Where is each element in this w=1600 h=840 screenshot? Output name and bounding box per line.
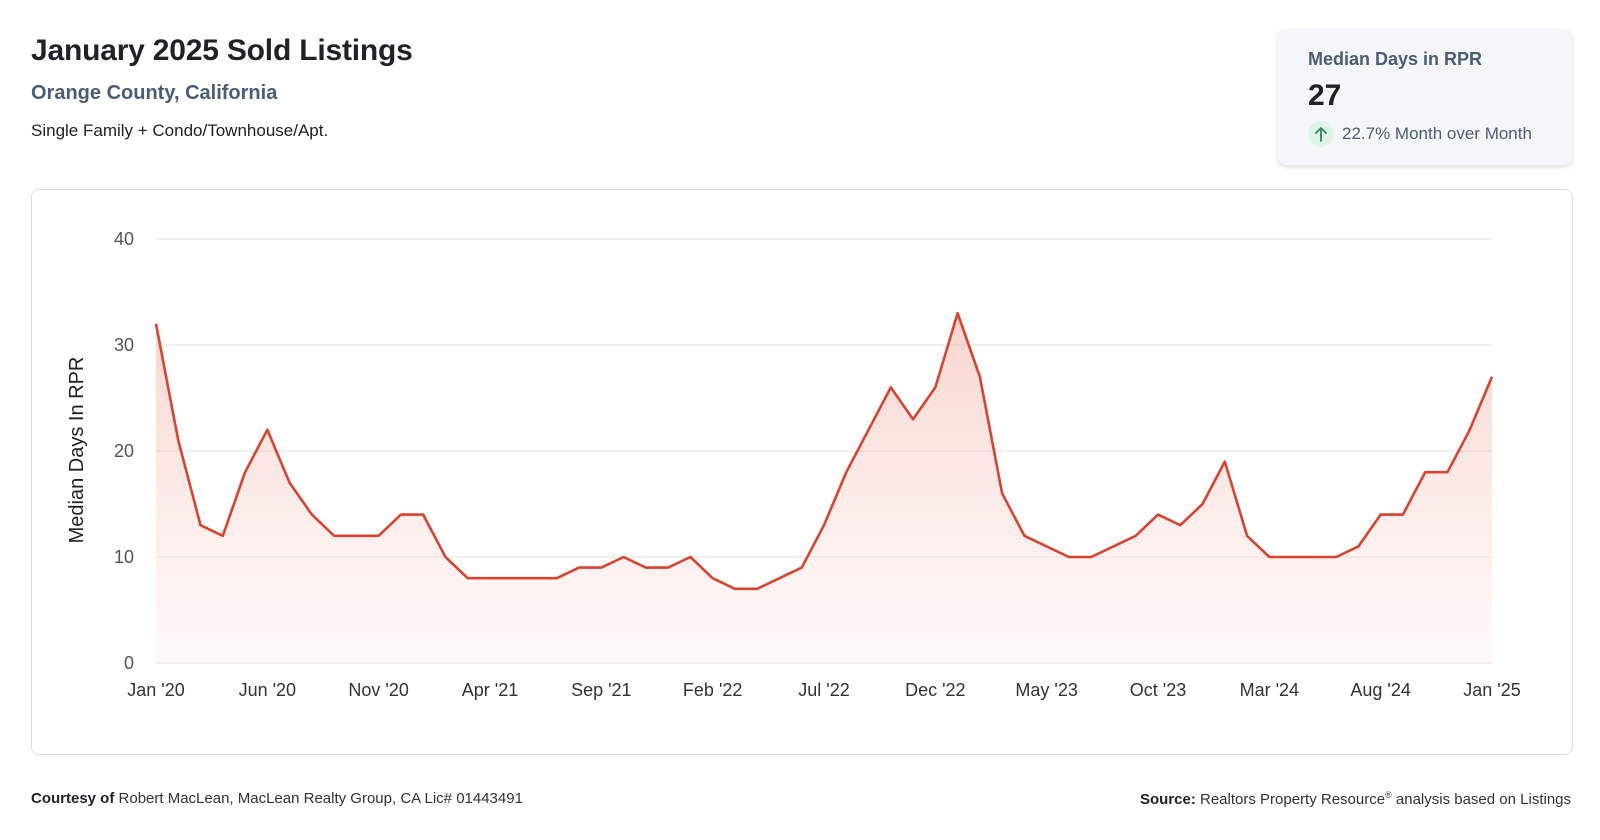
property-types-label: Single Family + Condo/Townhouse/Apt. [31, 121, 329, 140]
x-tick-label: Jan '20 [127, 680, 184, 700]
arrow-up-icon [1308, 121, 1334, 147]
x-tick-label: Dec '22 [905, 680, 965, 700]
x-tick-label: Mar '24 [1240, 680, 1299, 700]
x-tick-label: Oct '23 [1130, 680, 1186, 700]
location-subtitle: Orange County, California [31, 82, 278, 104]
chart-panel: 0 10 20 30 40 Jan '20 Jun '20 Nov '20 Apr '21 Se… [31, 189, 1573, 755]
metric-value: 27 [1308, 79, 1342, 112]
metric-change: 22.7% Month over Month [1308, 121, 1532, 147]
x-tick-label: Nov '20 [348, 680, 408, 700]
courtesy-label: Courtesy of [31, 790, 115, 807]
series-area-fill [156, 313, 1492, 663]
source-text: Realtors Property Resource [1200, 791, 1386, 808]
x-tick-label: Jun '20 [239, 680, 296, 700]
y-tick-label: 10 [114, 547, 134, 567]
y-axis-label: Median Days In RPR [66, 357, 88, 544]
y-tick-label: 40 [114, 229, 134, 249]
x-tick-label: Feb '22 [683, 680, 742, 700]
y-tick-label: 20 [114, 441, 134, 461]
x-tick-label: Aug '24 [1350, 680, 1411, 700]
source-suffix: analysis based on Listings [1395, 791, 1571, 808]
x-tick-label: May '23 [1015, 680, 1077, 700]
y-tick-label: 30 [114, 335, 134, 355]
page-title: January 2025 Sold Listings [31, 34, 413, 67]
series-line [154, 311, 1494, 591]
metric-label: Median Days in RPR [1308, 49, 1483, 69]
x-tick-label: Jul '22 [798, 680, 849, 700]
x-tick-label: Jan '25 [1463, 680, 1520, 700]
courtesy-text: Robert MacLean, MacLean Realty Group, CA… [118, 790, 523, 807]
x-tick-label: Apr '21 [462, 680, 518, 700]
y-tick-label: 0 [124, 653, 134, 673]
courtesy-footer: Courtesy of Robert MacLean, MacLean Real… [31, 790, 523, 807]
source-footer: Source: Realtors Property Resource® anal… [1140, 790, 1571, 808]
x-tick-label: Sep '21 [571, 680, 632, 700]
source-label: Source: [1139, 791, 1196, 808]
median-days-metric-card: Median Days in RPR 27 22.7% Month over M… [1278, 29, 1572, 165]
metric-change-text: 22.7% Month over Month [1342, 124, 1532, 143]
registered-mark: ® [1385, 790, 1392, 800]
line-chart: 0 10 20 30 40 Jan '20 Jun '20 Nov '20 Apr '21 Se… [66, 229, 1521, 700]
